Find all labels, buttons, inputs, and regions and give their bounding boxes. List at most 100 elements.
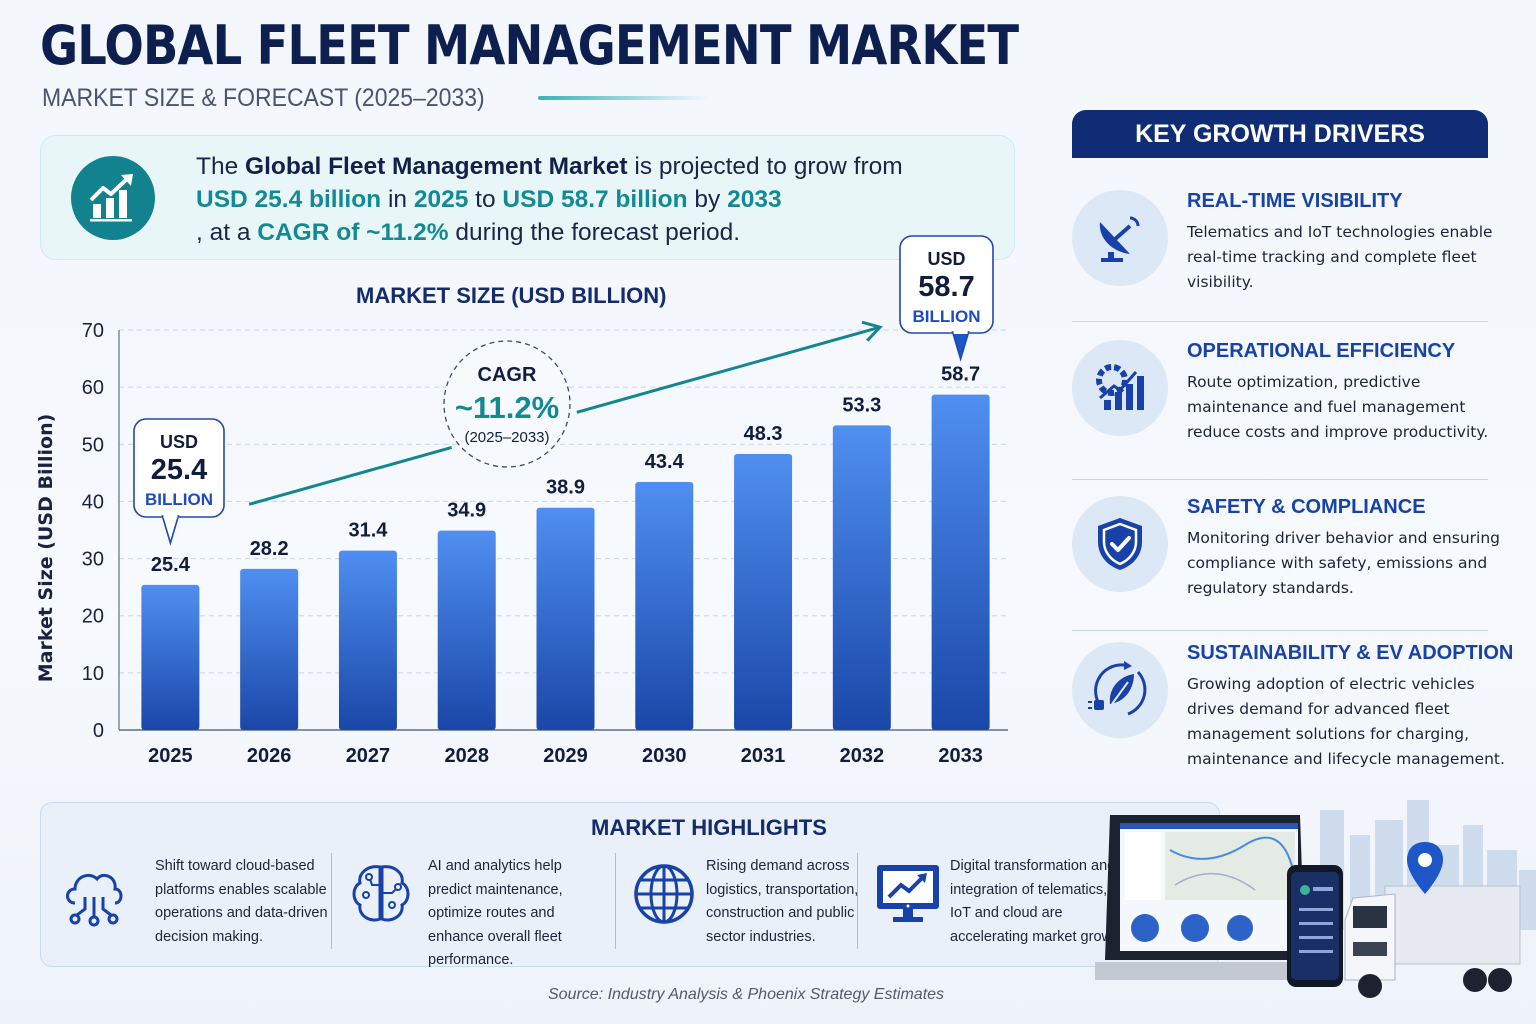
bar-2026 — [240, 568, 299, 730]
laptop — [1095, 815, 1325, 980]
callout-box — [133, 418, 225, 518]
callout-unit: BILLION — [913, 307, 981, 326]
driver-title: OPERATIONAL EFFICIENCY — [1187, 340, 1456, 362]
bar-2030 — [635, 482, 694, 730]
y-axis-label: Market Size (USD Billion) — [35, 414, 57, 683]
trend-arrowhead — [861, 320, 883, 342]
ai-brain-icon — [352, 865, 410, 922]
x-tick-label: 2032 — [840, 745, 885, 767]
shield-check-icon — [1072, 496, 1168, 592]
chart-title: MARKET SIZE (USD BILLION) — [356, 283, 667, 308]
summary-segment: The — [196, 153, 246, 180]
highlights-heading: MARKET HIGHLIGHTS — [591, 815, 827, 840]
globe-icon — [634, 864, 694, 924]
y-tick-label: 10 — [82, 663, 104, 685]
y-tick-label: 0 — [93, 720, 104, 742]
drivers-heading: KEY GROWTH DRIVERS — [1072, 110, 1488, 158]
data-label: 38.9 — [546, 477, 585, 499]
callout-value: 58.7 — [918, 271, 974, 303]
source-footnote: Source: Industry Analysis & Phoenix Stra… — [548, 986, 945, 1003]
highlight-text: AI and analytics help predict maintenanc… — [428, 858, 563, 968]
summary-segment: Global Fleet Management Market — [245, 153, 628, 180]
cagr-period: (2025–2033) — [464, 429, 549, 446]
summary-segment: CAGR of ~11.2% — [257, 219, 449, 246]
highlight-text: Shift toward cloud-based platforms enabl… — [155, 858, 328, 945]
driver-divider — [1072, 321, 1488, 322]
callout-box — [899, 235, 994, 334]
y-tick-label: 60 — [82, 377, 104, 399]
cloud-network-icon — [66, 873, 123, 927]
x-tick-label: 2031 — [741, 745, 786, 767]
summary-segment: , at a — [196, 219, 258, 246]
callout-currency: USD — [160, 432, 198, 452]
subtitle-accent-rule — [538, 96, 708, 100]
x-tick-label: 2025 — [148, 745, 193, 767]
summary-segment: during the forecast period. — [448, 219, 741, 246]
driver-title: REAL-TIME VISIBILITY — [1187, 190, 1403, 212]
bar-2028 — [437, 530, 496, 730]
cagr-value: ~11.2% — [455, 390, 559, 425]
data-label: 53.3 — [842, 394, 881, 416]
monitor-trend-icon — [877, 865, 939, 922]
callout-pointer-mask — [163, 514, 178, 518]
callout-value: 25.4 — [151, 454, 207, 486]
page-subtitle: MARKET SIZE & FORECAST (2025–2033) — [42, 84, 485, 112]
x-tick-label: 2027 — [346, 745, 391, 767]
growth-chart-icon — [71, 156, 155, 240]
gear-chart-icon — [1072, 340, 1168, 436]
y-tick-label: 50 — [82, 434, 104, 456]
summary-text: The Global Fleet Management Market is pr… — [196, 150, 996, 249]
bar-2029 — [536, 507, 595, 730]
data-label: 58.7 — [941, 364, 980, 386]
y-tick-label: 30 — [82, 549, 104, 571]
callout-unit: BILLION — [145, 490, 213, 509]
callout-pointer — [951, 331, 970, 362]
driver-description: Growing adoption of electric vehicles dr… — [1187, 675, 1505, 768]
highlight-divider — [331, 853, 332, 949]
market-size-bar-chart: 0 10 20 30 40 50 60 70 Market Size (USD Billion)… — [35, 235, 1008, 767]
driver-description: Monitoring driver behavior and ensuring … — [1187, 529, 1500, 597]
bar-2031 — [734, 454, 793, 730]
driver-title: SUSTAINABILITY & EV ADOPTION — [1187, 642, 1514, 664]
page-title: GLOBAL FLEET MANAGEMENT MARKET — [40, 14, 1019, 77]
bar-2027 — [338, 550, 397, 730]
y-tick-label: 70 — [82, 320, 104, 342]
smartphone — [1287, 865, 1343, 987]
truck — [1344, 885, 1521, 998]
callout-pointer — [161, 515, 180, 546]
data-label: 43.4 — [645, 451, 685, 473]
cagr-label: CAGR — [478, 364, 537, 386]
x-tick-label: 2029 — [543, 745, 588, 767]
callout-pointer-mask — [953, 330, 968, 334]
summary-segment: 2033 — [727, 186, 782, 213]
callout-currency: USD — [927, 249, 965, 269]
y-tick-label: 40 — [82, 491, 104, 513]
trend-arrow-line — [576, 325, 881, 414]
bar-2032 — [832, 425, 891, 730]
ev-leaf-plug-icon — [1072, 642, 1168, 738]
highlight-divider — [615, 853, 616, 949]
summary-segment: USD 25.4 billion — [196, 186, 382, 213]
summary-segment: by — [687, 186, 728, 213]
market-highlights-panel: MARKET HIGHLIGHTS Shift toward cloud-bas… — [40, 802, 1220, 968]
summary-segment: to — [468, 186, 503, 213]
summary-segment: USD 58.7 billion — [502, 186, 688, 213]
summary-segment: in — [381, 186, 414, 213]
x-tick-label: 2033 — [938, 745, 983, 767]
driver-title: SAFETY & COMPLIANCE — [1187, 496, 1426, 518]
driver-description: Route optimization, predictive maintenan… — [1187, 373, 1489, 441]
x-tick-label: 2026 — [247, 745, 292, 767]
cagr-badge — [443, 340, 571, 468]
summary-segment: is projected to grow from — [627, 153, 903, 180]
location-pin-icon — [1407, 842, 1443, 894]
summary-segment: 2025 — [413, 186, 469, 213]
data-label: 25.4 — [151, 554, 191, 576]
driver-description: Telematics and IoT technologies enable r… — [1187, 223, 1493, 291]
satellite-dish-icon — [1072, 190, 1168, 286]
data-label: 48.3 — [744, 423, 783, 445]
summary-banner: The Global Fleet Management Market is pr… — [40, 135, 1015, 260]
bar-2025 — [141, 584, 200, 730]
y-tick-label: 20 — [82, 606, 104, 628]
